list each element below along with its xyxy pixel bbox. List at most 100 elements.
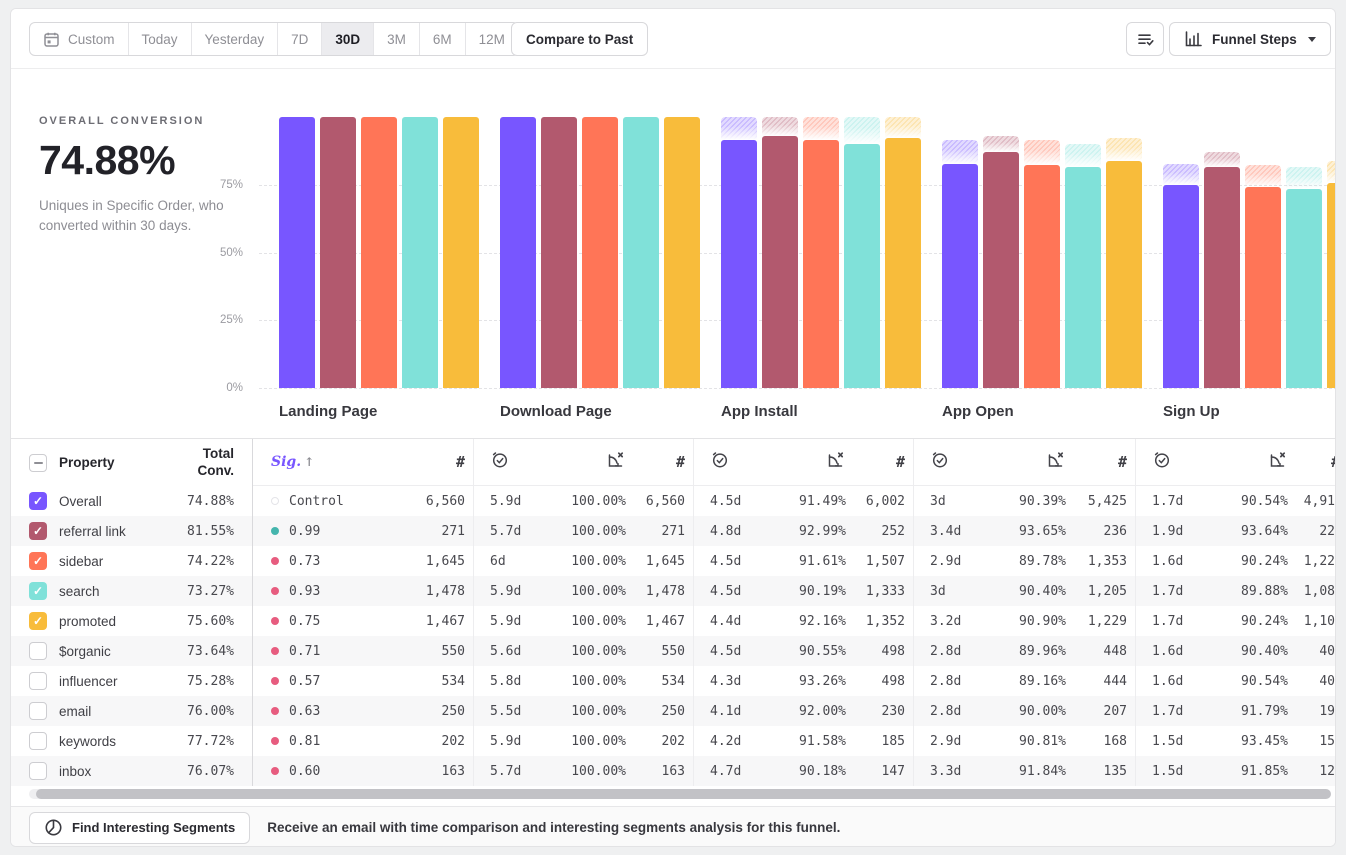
find-interesting-segments-button[interactable]: Find Interesting Segments bbox=[29, 811, 251, 844]
stopwatch-check-icon[interactable] bbox=[490, 450, 550, 474]
y-axis-tick-label: 25% bbox=[219, 314, 243, 327]
chart-x-icon[interactable] bbox=[770, 450, 846, 474]
funnel-bar-promoted[interactable] bbox=[443, 117, 479, 388]
check-icon: ✓ bbox=[32, 584, 44, 598]
app-install-time-to-convert: 4.7d bbox=[710, 763, 742, 779]
header-group-landing-page: Sig. ↑ # bbox=[253, 439, 474, 486]
landing-page-count: 163 bbox=[441, 763, 465, 779]
count-column-header[interactable]: # bbox=[675, 453, 685, 471]
cell-group-landing-page: 0.73 1,645 bbox=[253, 546, 474, 576]
cell-group-download: 5.5d 100.00% 250 bbox=[474, 696, 694, 726]
list-check-icon bbox=[1136, 30, 1155, 49]
date-range-6m[interactable]: 6M bbox=[420, 23, 466, 55]
landing-page-count: 1,645 bbox=[425, 553, 465, 569]
funnel-bar-sidebar[interactable] bbox=[1024, 165, 1060, 388]
significance-dot-pink bbox=[271, 647, 279, 655]
funnel-bar-overall[interactable] bbox=[721, 140, 757, 388]
date-range-yesterday[interactable]: Yesterday bbox=[192, 23, 279, 55]
date-range-today[interactable]: Today bbox=[129, 23, 192, 55]
chart-x-icon[interactable] bbox=[990, 450, 1066, 474]
stopwatch-check-icon[interactable] bbox=[710, 450, 770, 474]
funnel-bar-search[interactable] bbox=[402, 117, 438, 388]
sign-up-count: 19 bbox=[1319, 703, 1335, 719]
date-range-custom[interactable]: Custom bbox=[30, 23, 129, 55]
funnel-bar-referral-link[interactable] bbox=[983, 152, 1019, 388]
funnel-bar-promoted[interactable] bbox=[664, 117, 700, 388]
significance-sort-header[interactable]: Sig. ↑ bbox=[271, 454, 315, 470]
funnel-bar-promoted[interactable] bbox=[1327, 183, 1335, 388]
view-options-button[interactable] bbox=[1126, 22, 1164, 56]
funnel-bar-referral-link[interactable] bbox=[541, 117, 577, 388]
cell-group-sign-up: 1.6d 90.40% 40 bbox=[1136, 636, 1335, 666]
cell-group-sign-up: 1.6d 90.24% 1,22 bbox=[1136, 546, 1335, 576]
cell-group-download: 5.8d 100.00% 534 bbox=[474, 666, 694, 696]
stopwatch-check-icon[interactable] bbox=[930, 450, 990, 474]
chart-x-icon[interactable] bbox=[550, 450, 626, 474]
funnel-bar-promoted[interactable] bbox=[1106, 160, 1142, 388]
funnel-steps-dropdown[interactable]: Funnel Steps bbox=[1169, 22, 1331, 56]
date-range-12m[interactable]: 12M bbox=[466, 23, 518, 55]
sign-up-time-to-convert: 1.7d bbox=[1152, 703, 1184, 719]
app-install-time-to-convert: 4.5d bbox=[710, 553, 742, 569]
row-checkbox-referral-link[interactable]: ✓ bbox=[29, 522, 47, 540]
funnel-bar-overall[interactable] bbox=[942, 163, 978, 388]
date-range-30d[interactable]: 30D bbox=[322, 23, 375, 55]
row-checkbox-promoted[interactable]: ✓ bbox=[29, 612, 47, 630]
compare-to-past-button[interactable]: Compare to Past bbox=[511, 22, 649, 56]
check-icon: ✓ bbox=[32, 554, 44, 568]
funnel-bar-search[interactable] bbox=[1065, 167, 1101, 388]
funnel-bar-overall[interactable] bbox=[279, 117, 315, 388]
property-name: Overall bbox=[59, 493, 102, 509]
compare-to-past-label: Compare to Past bbox=[526, 31, 634, 47]
indeterminate-mark bbox=[33, 461, 43, 464]
table-row: inbox 76.07% 0.60 163 5.7d 100.00% 163 4.7d 90.1… bbox=[11, 756, 1335, 786]
funnel-bar-search[interactable] bbox=[623, 117, 659, 388]
check-icon: ✓ bbox=[32, 494, 44, 508]
sign-up-count: 40 bbox=[1319, 673, 1335, 689]
chart-gridline bbox=[259, 388, 1335, 389]
count-column-header[interactable]: # bbox=[1288, 453, 1335, 471]
horizontal-scrollbar-thumb[interactable] bbox=[36, 789, 1331, 799]
cell-group-app-open: 2.9d 90.81% 168 bbox=[914, 726, 1136, 756]
row-checkbox-$organic[interactable] bbox=[29, 642, 47, 660]
app-install-count: 230 bbox=[881, 703, 905, 719]
row-checkbox-search[interactable]: ✓ bbox=[29, 582, 47, 600]
funnel-bar-search[interactable] bbox=[844, 143, 880, 388]
funnel-bar-overall[interactable] bbox=[1163, 185, 1199, 388]
sign-up-time-to-convert: 1.6d bbox=[1152, 643, 1184, 659]
date-range-label: Custom bbox=[68, 31, 115, 47]
check-icon: ✓ bbox=[32, 614, 44, 628]
row-checkbox-inbox[interactable] bbox=[29, 762, 47, 780]
significance-dot-teal bbox=[271, 527, 279, 535]
funnel-bar-referral-link[interactable] bbox=[762, 135, 798, 388]
date-range-7d[interactable]: 7D bbox=[278, 23, 323, 55]
download-count: 250 bbox=[661, 703, 685, 719]
funnel-bar-search[interactable] bbox=[1286, 189, 1322, 388]
funnel-bar-sidebar[interactable] bbox=[361, 117, 397, 388]
download-count: 1,467 bbox=[645, 613, 685, 629]
app-open-time-to-convert: 3.2d bbox=[930, 613, 962, 629]
funnel-bar-sidebar[interactable] bbox=[803, 139, 839, 388]
overall-conversion-value: 74.88% bbox=[39, 137, 176, 183]
funnel-bar-referral-link[interactable] bbox=[1204, 166, 1240, 388]
date-range-3m[interactable]: 3M bbox=[374, 23, 420, 55]
funnel-bar-promoted[interactable] bbox=[885, 138, 921, 388]
funnel-bar-sidebar[interactable] bbox=[582, 117, 618, 388]
download-time-to-convert: 5.9d bbox=[490, 583, 522, 599]
funnel-bar-referral-link[interactable] bbox=[320, 117, 356, 388]
row-checkbox-email[interactable] bbox=[29, 702, 47, 720]
select-all-checkbox[interactable] bbox=[29, 453, 47, 472]
cell-group-app-open: 3.3d 91.84% 135 bbox=[914, 756, 1136, 786]
chart-x-icon[interactable] bbox=[1212, 450, 1288, 474]
funnel-bar-overall[interactable] bbox=[500, 117, 536, 388]
row-checkbox-influencer[interactable] bbox=[29, 672, 47, 690]
funnel-bar-sidebar[interactable] bbox=[1245, 186, 1281, 388]
row-checkbox-sidebar[interactable]: ✓ bbox=[29, 552, 47, 570]
count-column-header[interactable]: # bbox=[895, 453, 905, 471]
app-open-count: 448 bbox=[1103, 643, 1127, 659]
count-column-header[interactable]: # bbox=[1117, 453, 1127, 471]
stopwatch-check-icon[interactable] bbox=[1152, 450, 1212, 474]
row-checkbox-keywords[interactable] bbox=[29, 732, 47, 750]
count-column-header[interactable]: # bbox=[455, 453, 465, 471]
row-checkbox-overall[interactable]: ✓ bbox=[29, 492, 47, 510]
